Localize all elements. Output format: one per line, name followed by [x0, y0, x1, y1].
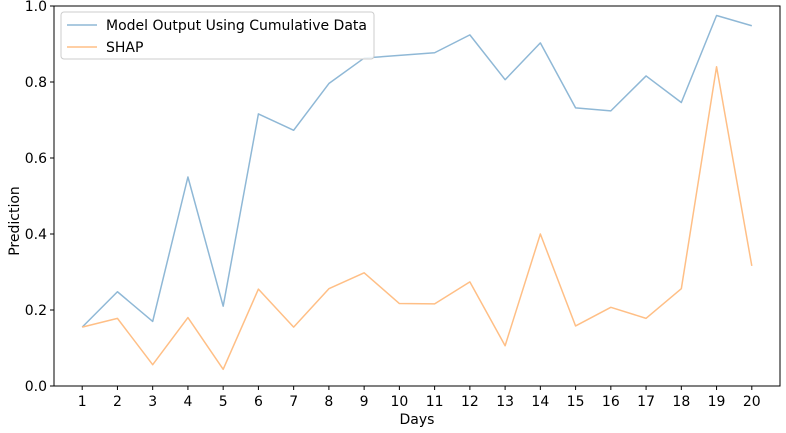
y-axis-label: Prediction [7, 186, 23, 256]
y-tick-label: 0.6 [25, 151, 47, 167]
x-axis-label: Days [400, 412, 435, 428]
y-axis-ticks: 0.0 0.2 0.4 0.6 0.8 1.0 [25, 0, 54, 395]
x-tick-label: 18 [672, 394, 690, 410]
x-tick-label: 14 [531, 394, 549, 410]
x-tick-label: 11 [426, 394, 444, 410]
legend-label-1: Model Output Using Cumulative Data [106, 18, 367, 34]
y-tick-label: 0.0 [25, 379, 47, 395]
x-tick-label: 4 [183, 394, 192, 410]
x-tick-label: 17 [637, 394, 655, 410]
x-axis-ticks: 1 2 3 4 5 6 7 8 9 10 11 12 13 14 15 16 17 18 19 20 [78, 386, 761, 410]
x-tick-label: 19 [708, 394, 726, 410]
x-tick-label: 15 [567, 394, 585, 410]
series-line-1 [81, 14, 753, 328]
x-tick-label: 3 [148, 394, 157, 410]
y-tick-label: 0.8 [25, 75, 47, 91]
x-tick-label: 7 [289, 394, 298, 410]
legend: Model Output Using Cumulative Data SHAP [60, 11, 375, 60]
y-tick-label: 0.2 [25, 303, 47, 319]
y-tick-label: 0.4 [25, 227, 47, 243]
x-tick-label: 6 [254, 394, 263, 410]
x-tick-label: 16 [602, 394, 620, 410]
x-tick-label: 5 [219, 394, 228, 410]
x-tick-label: 12 [461, 394, 479, 410]
series-line-2 [82, 66, 753, 371]
x-tick-label: 13 [496, 394, 514, 410]
plot-area [53, 5, 781, 387]
series-layer [81, 14, 753, 371]
plot-frame [53, 5, 781, 387]
x-tick-label: 8 [324, 394, 333, 410]
x-tick-label: 9 [360, 394, 369, 410]
x-tick-label: 20 [743, 394, 761, 410]
x-tick-label: 10 [390, 394, 408, 410]
x-tick-label: 1 [78, 394, 87, 410]
x-tick-label: 2 [113, 394, 122, 410]
legend-box [60, 11, 375, 60]
y-tick-label: 1.0 [25, 0, 47, 15]
legend-label-2: SHAP [106, 40, 143, 56]
